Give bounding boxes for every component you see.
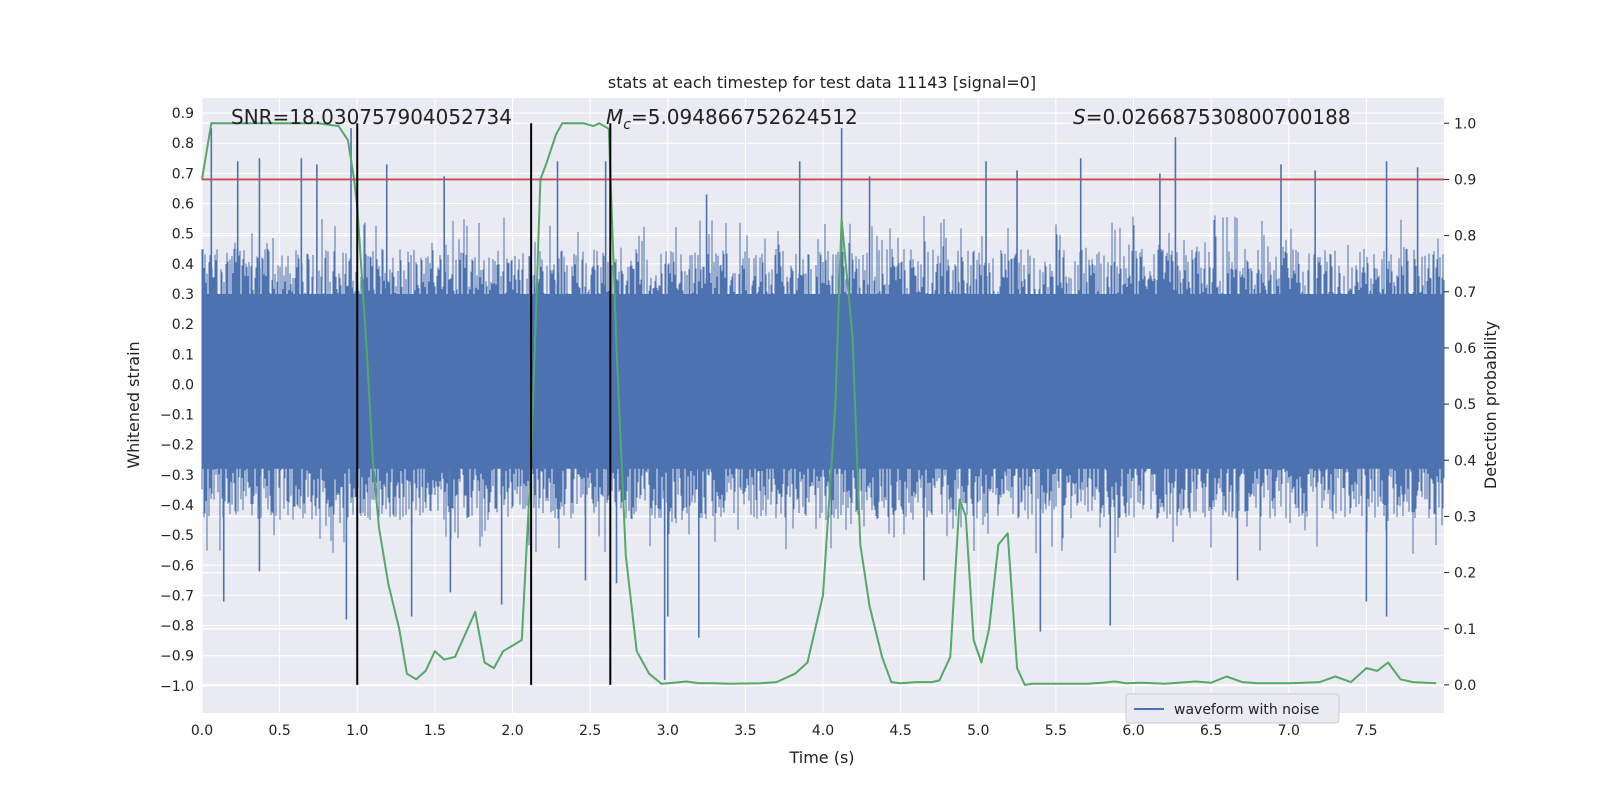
x-tick-label: 2.0 xyxy=(501,723,523,739)
y-left-tick-label: 0.8 xyxy=(172,136,194,152)
x-tick-label: 6.5 xyxy=(1200,723,1222,739)
y-left-tick-label: −0.1 xyxy=(160,408,194,424)
snr-annotation: SNR=18.030757904052734 xyxy=(231,105,512,129)
x-tick-label: 0.0 xyxy=(191,723,213,739)
y-right-tick-label: 0.5 xyxy=(1454,397,1476,413)
x-tick-label: 7.0 xyxy=(1278,723,1300,739)
y-left-tick-label: −0.4 xyxy=(160,498,194,514)
x-tick-label: 7.5 xyxy=(1355,723,1377,739)
y-left-tick-label: −0.7 xyxy=(160,588,194,604)
probability-series xyxy=(201,122,1437,686)
chart-title: stats at each timestep for test data 111… xyxy=(608,73,1036,92)
y-left-tick-label: 0.9 xyxy=(172,106,194,122)
x-tick-label: 4.0 xyxy=(812,723,834,739)
y-left-tick-label: 0.6 xyxy=(172,197,194,213)
axis-ticks: 0.0 0.5 1.0 1.5 2.0 2.5 3.0 3.5 4.0 4.5 5.0 5.5 6.0 6… xyxy=(160,106,1476,739)
y-left-tick-label: −0.2 xyxy=(160,438,194,454)
s-value: =0.026687530800700188 xyxy=(1086,105,1351,129)
waveform-series xyxy=(201,128,1445,680)
y-right-tick-label: 0.0 xyxy=(1454,678,1476,694)
x-tick-label: 1.0 xyxy=(346,723,368,739)
y-left-tick-label: 0.5 xyxy=(172,227,194,243)
legend-label: waveform with noise xyxy=(1174,702,1319,718)
y-left-tick-label: 0.1 xyxy=(172,347,194,363)
x-axis-label: Time (s) xyxy=(788,748,854,767)
waveform-line xyxy=(201,215,1445,554)
y-axis-label-right: Detection probability xyxy=(1481,321,1500,489)
y-left-tick-label: −1.0 xyxy=(160,679,194,695)
reference-lines xyxy=(202,123,1444,685)
chirp-mass-subscript: c xyxy=(623,117,631,133)
s-symbol: S xyxy=(1073,105,1086,129)
x-tick-label: 5.0 xyxy=(967,723,989,739)
y-axis-label-left: Whitened strain xyxy=(124,341,143,468)
legend: waveform with noise xyxy=(1125,693,1340,724)
y-right-tick-label: 0.2 xyxy=(1454,566,1476,582)
y-left-tick-label: 0.7 xyxy=(172,166,194,182)
x-tick-label: 2.5 xyxy=(579,723,601,739)
y-right-tick-label: 0.4 xyxy=(1454,453,1476,469)
y-right-tick-label: 1.0 xyxy=(1454,116,1476,132)
y-left-tick-label: 0.4 xyxy=(172,257,194,273)
x-tick-label: 4.5 xyxy=(889,723,911,739)
x-tick-label: 5.5 xyxy=(1045,723,1067,739)
y-left-tick-label: −0.6 xyxy=(160,558,194,574)
y-right-tick-label: 0.7 xyxy=(1454,285,1476,301)
x-tick-label: 3.0 xyxy=(657,723,679,739)
y-left-tick-label: −0.5 xyxy=(160,528,194,544)
y-left-tick-label: −0.9 xyxy=(160,649,194,665)
y-right-tick-label: 0.8 xyxy=(1454,229,1476,245)
y-left-tick-label: −0.3 xyxy=(160,468,194,484)
s-annotation: S=0.026687530800700188 xyxy=(1073,105,1351,129)
y-left-tick-label: 0.0 xyxy=(172,377,194,393)
x-tick-label: 6.0 xyxy=(1122,723,1144,739)
x-tick-label: 0.5 xyxy=(268,723,290,739)
chirp-mass-symbol: M xyxy=(606,105,623,129)
y-left-tick-label: 0.3 xyxy=(172,287,194,303)
y-left-tick-label: −0.8 xyxy=(160,619,194,635)
chirp-mass-annotation: Mc=5.094866752624512 xyxy=(606,105,858,133)
y-right-tick-label: 0.9 xyxy=(1454,172,1476,188)
probability-line xyxy=(201,122,1437,686)
y-left-tick-label: 0.2 xyxy=(172,317,194,333)
y-right-tick-label: 0.3 xyxy=(1454,509,1476,525)
chirp-mass-value: =5.094866752624512 xyxy=(631,105,858,129)
y-right-tick-label: 0.6 xyxy=(1454,341,1476,357)
y-right-tick-label: 0.1 xyxy=(1454,622,1476,638)
x-tick-label: 1.5 xyxy=(424,723,446,739)
legend-box xyxy=(1125,693,1340,724)
x-tick-label: 3.5 xyxy=(734,723,756,739)
